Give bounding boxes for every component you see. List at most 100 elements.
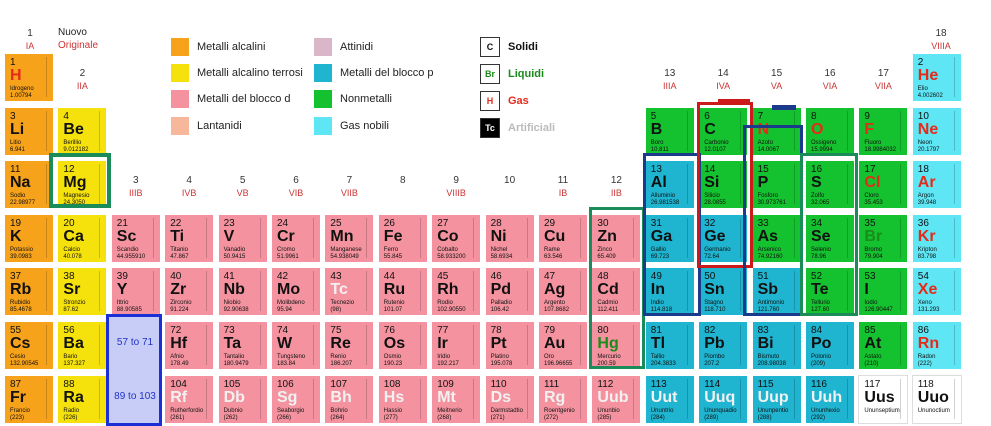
- element-se[interactable]: 34 Se Selenio 78.96: [805, 213, 855, 263]
- element-mn[interactable]: 25 Mn Manganese 54.938049: [324, 213, 375, 263]
- element-as[interactable]: 33 As Arsenico 74.92160: [751, 213, 802, 263]
- element-ni[interactable]: 28 Ni Nichel 58.6934: [484, 213, 535, 263]
- element-i[interactable]: 53 I Iodio 126.90447: [858, 267, 909, 317]
- element-y[interactable]: 39 Y Ittrio 88.90585: [110, 267, 161, 317]
- element-au[interactable]: 79 Au Oro 196.96655: [538, 321, 588, 370]
- element-ba[interactable]: 56 Ba Bario 137.327: [57, 321, 108, 370]
- element-ru[interactable]: 44 Ru Rutenio 101.07: [377, 267, 428, 317]
- element-name: Stronzio: [63, 300, 86, 307]
- state-label: Artificiali: [508, 122, 556, 134]
- element-mg[interactable]: 12 Mg Magnesio 24.3050: [57, 160, 108, 210]
- element-hs[interactable]: 108 Hs Hassio (277): [377, 374, 428, 424]
- element-sn[interactable]: 50 Sn Stagno 118.710: [698, 267, 749, 317]
- element-rn[interactable]: 86 Rn Radon (222): [911, 321, 962, 370]
- state-box: H: [480, 91, 500, 112]
- element-nb[interactable]: 41 Nb Niobio 92.90638: [217, 267, 268, 317]
- element-ge[interactable]: 32 Ge Germanio 72.64: [698, 213, 749, 263]
- element-zn[interactable]: 30 Zn Zinco 65.409: [591, 213, 642, 263]
- element-symbol: Hf: [170, 335, 188, 352]
- element-rf[interactable]: 104 Rf Rutherfordio (261): [164, 374, 215, 424]
- element-rg[interactable]: 111 Rg Roentgenio (272): [538, 374, 588, 424]
- element-p[interactable]: 15 P Fosforo 30.973761: [751, 160, 802, 210]
- element-bh[interactable]: 107 Bh Bohrio (264): [324, 374, 375, 424]
- element-uuh[interactable]: 116 Uuh Ununhexio (292): [805, 374, 855, 424]
- element-be[interactable]: 4 Be Berillio 9.012182: [57, 106, 108, 156]
- element-tc[interactable]: 43 Tc Tecnezio (98): [324, 267, 375, 317]
- element-uup[interactable]: 115 Uup Ununpentio (288): [751, 374, 802, 424]
- element-br[interactable]: 35 Br Bromo 79.904: [858, 213, 909, 263]
- element-li[interactable]: 3 Li Litio 6.941: [4, 106, 54, 156]
- actinide-range[interactable]: 89 to 103: [108, 370, 162, 424]
- element-ar[interactable]: 18 Ar Argon 39.948: [911, 160, 962, 210]
- element-re[interactable]: 75 Re Renio 186.207: [324, 321, 375, 370]
- element-ga[interactable]: 31 Ga Gallio 69.723: [644, 213, 695, 263]
- electron-shell-strip: [953, 164, 959, 205]
- element-te[interactable]: 52 Te Tellurio 127.60: [805, 267, 855, 317]
- element-n[interactable]: 7 N Azoto 14.0067: [751, 106, 802, 156]
- group-label: VIIB: [340, 188, 358, 198]
- element-uuo[interactable]: 118 Uuo Ununoctium: [911, 374, 962, 424]
- element-ir[interactable]: 77 Ir Iridio 192.217: [431, 321, 482, 370]
- element-xe[interactable]: 54 Xe Xeno 131.293: [911, 267, 962, 317]
- element-ca[interactable]: 20 Ca Calcio 40.078: [57, 213, 108, 263]
- element-name: Tecnezio: [330, 300, 355, 307]
- element-hg[interactable]: 80 Hg Mercurio 200.59: [591, 321, 642, 370]
- element-os[interactable]: 76 Os Osmio 190.23: [377, 321, 428, 370]
- element-c[interactable]: 6 C Carbonio 12.0107: [698, 106, 749, 156]
- element-h[interactable]: 1 H Idrogeno 1.00794: [4, 53, 54, 102]
- element-ti[interactable]: 22 Ti Titanio 47.867: [164, 213, 215, 263]
- element-ag[interactable]: 47 Ag Argento 107.8682: [538, 267, 588, 317]
- element-zr[interactable]: 40 Zr Zirconio 91.224: [164, 267, 215, 317]
- element-at[interactable]: 85 At Astato (210): [858, 321, 909, 370]
- element-pb[interactable]: 82 Pb Piombo 207.2: [698, 321, 749, 370]
- element-sr[interactable]: 38 Sr Stronzio 87.62: [57, 267, 108, 317]
- element-db[interactable]: 105 Db Dubnio (262): [217, 374, 268, 424]
- element-o[interactable]: 8 O Ossigeno 15.9994: [805, 106, 855, 156]
- element-number: 88: [63, 378, 75, 390]
- element-fr[interactable]: 87 Fr Francio (223): [4, 374, 54, 424]
- element-w[interactable]: 74 W Tungsteno 183.84: [271, 321, 321, 370]
- group-number: 11: [557, 175, 569, 186]
- element-kr[interactable]: 36 Kr Kripton 83.798: [911, 213, 962, 263]
- element-al[interactable]: 13 Al Alluminio 26.981538: [644, 160, 695, 210]
- element-b[interactable]: 5 B Boro 10.811: [644, 106, 695, 156]
- element-rb[interactable]: 37 Rb Rubidio 85.4678: [4, 267, 54, 317]
- element-tl[interactable]: 81 Tl Tallio 204.3833: [644, 321, 695, 370]
- element-hf[interactable]: 72 Hf Afnio 178.49: [164, 321, 215, 370]
- element-pd[interactable]: 46 Pd Palladio 106.42: [484, 267, 535, 317]
- element-rh[interactable]: 45 Rh Rodio 102.90550: [431, 267, 482, 317]
- element-f[interactable]: 9 F Fluoro 18.9984032: [858, 106, 909, 156]
- element-cr[interactable]: 24 Cr Cromo 51.9961: [271, 213, 321, 263]
- element-sg[interactable]: 106 Sg Seaborgio (266): [271, 374, 321, 424]
- element-sb[interactable]: 51 Sb Antimonio 121.760: [751, 267, 802, 317]
- element-mt[interactable]: 109 Mt Meitnerio (268): [431, 374, 482, 424]
- element-cu[interactable]: 29 Cu Rame 63.546: [538, 213, 588, 263]
- element-uut[interactable]: 113 Uut Ununtrio (284): [644, 374, 695, 424]
- element-ta[interactable]: 73 Ta Tantalio 180.9479: [217, 321, 268, 370]
- element-uus[interactable]: 117 Uus Ununseptium: [858, 374, 909, 424]
- element-uuq[interactable]: 114 Uuq Ununquadio (289): [698, 374, 749, 424]
- element-bi[interactable]: 83 Bi Bismuto 208.98038: [751, 321, 802, 370]
- element-co[interactable]: 27 Co Cobalto 58.933200: [431, 213, 482, 263]
- element-uub[interactable]: 112 Uub Ununbio (285): [591, 374, 642, 424]
- element-pt[interactable]: 78 Pt Platino 195.078: [484, 321, 535, 370]
- element-ne[interactable]: 10 Ne Neon 20.1797: [911, 106, 962, 156]
- element-ra[interactable]: 88 Ra Radio (226): [57, 374, 108, 424]
- element-he[interactable]: 2 He Elio 4.002602: [911, 53, 962, 102]
- element-cl[interactable]: 17 Cl Cloro 35.453: [858, 160, 909, 210]
- element-sc[interactable]: 21 Sc Scandio 44.955910: [110, 213, 161, 263]
- element-in[interactable]: 49 In Indio 114.818: [644, 267, 695, 317]
- lanthanide-range[interactable]: 57 to 71: [108, 316, 162, 370]
- element-na[interactable]: 11 Na Sodio 22.98977: [4, 160, 54, 210]
- element-cd[interactable]: 48 Cd Cadmio 112.411: [591, 267, 642, 317]
- group-number: 1: [27, 28, 33, 39]
- element-s[interactable]: 16 S Zolfo 32.065: [805, 160, 855, 210]
- element-fe[interactable]: 26 Fe Ferro 55.845: [377, 213, 428, 263]
- element-si[interactable]: 14 Si Silicio 28.0855: [698, 160, 749, 210]
- element-po[interactable]: 84 Po Polonio (209): [805, 321, 855, 370]
- element-v[interactable]: 23 V Vanadio 50.9415: [217, 213, 268, 263]
- element-k[interactable]: 19 K Potassio 39.0983: [4, 213, 54, 263]
- element-cs[interactable]: 55 Cs Cesio 132.90545: [4, 321, 54, 370]
- element-ds[interactable]: 110 Ds Darmstadtio (271): [484, 374, 535, 424]
- element-mo[interactable]: 42 Mo Molibdeno 95.94: [271, 267, 321, 317]
